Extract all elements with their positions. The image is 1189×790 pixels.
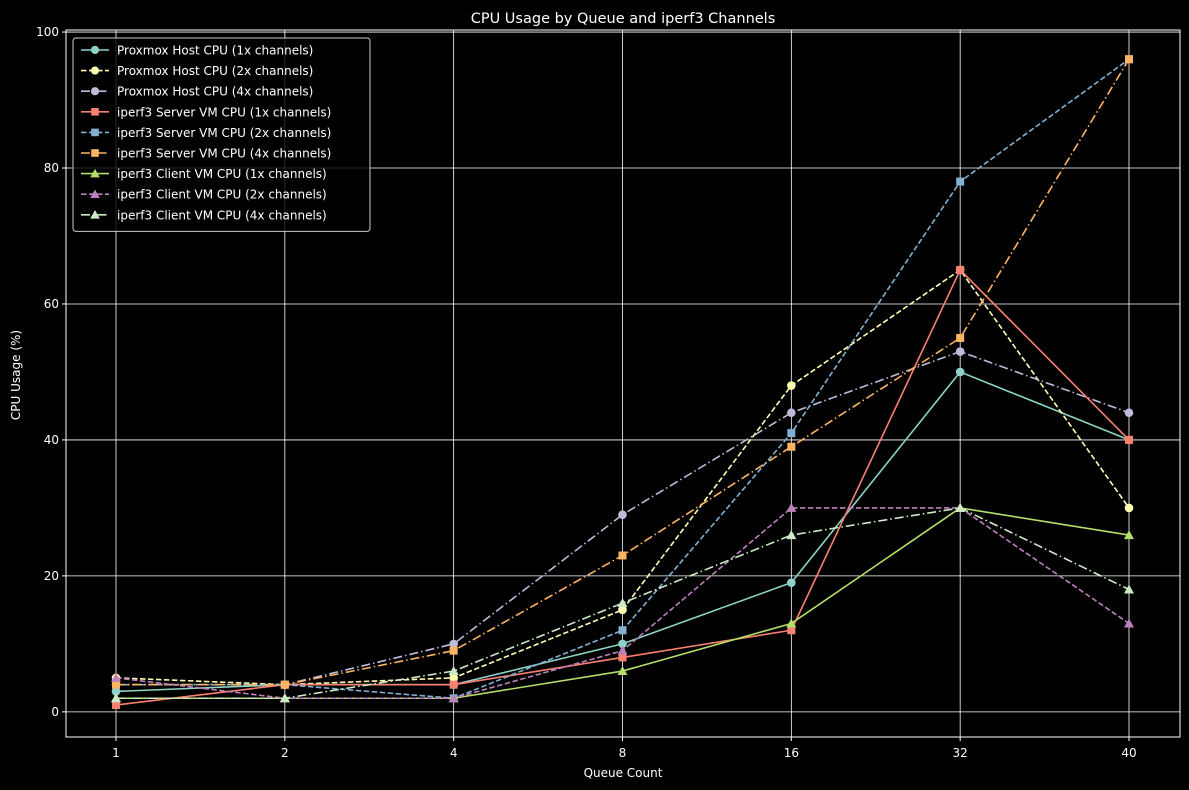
data-point	[1124, 503, 1134, 513]
y-tick-label: 60	[44, 297, 59, 311]
legend-marker	[91, 149, 99, 157]
x-tick-label: 1	[112, 746, 120, 760]
series-6	[112, 55, 1133, 689]
data-point	[1124, 618, 1134, 628]
data-point	[787, 429, 796, 438]
legend-label: iperf3 Server VM CPU (1x channels)	[117, 105, 331, 119]
data-point	[617, 598, 628, 608]
data-point	[786, 530, 797, 540]
legend-marker	[91, 128, 99, 137]
x-tick-label: 32	[953, 746, 968, 760]
legend-label: Proxmox Host CPU (4x channels)	[117, 85, 313, 99]
legend-item: Proxmox Host CPU (1x channels)	[81, 44, 313, 58]
data-point	[449, 646, 458, 655]
data-point	[1124, 530, 1134, 540]
data-point	[956, 333, 965, 342]
x-tick-label: 8	[619, 746, 627, 760]
data-point	[617, 666, 628, 676]
y-axis-label: CPU Usage (%)	[9, 330, 23, 420]
data-point	[280, 680, 289, 689]
data-point	[618, 639, 627, 649]
y-tick-label: 100	[36, 25, 59, 39]
data-point	[449, 639, 458, 649]
legend-marker	[90, 189, 100, 198]
data-point	[618, 626, 627, 635]
data-point	[449, 680, 458, 689]
chart-title: CPU Usage by Queue and iperf3 Channels	[471, 11, 776, 27]
x-tick-label: 16	[784, 746, 799, 760]
data-point	[956, 265, 965, 274]
legend-marker	[90, 168, 100, 178]
data-point	[787, 626, 796, 635]
legend-label: Proxmox Host CPU (2x channels)	[117, 64, 313, 78]
legend-item: iperf3 Client VM CPU (4x channels)	[81, 208, 327, 222]
data-point	[449, 673, 458, 683]
series-9	[111, 502, 1134, 703]
data-point	[787, 578, 796, 587]
x-tick-label: 2	[281, 746, 289, 760]
legend-label: iperf3 Client VM CPU (2x channels)	[117, 188, 327, 202]
legend-item: iperf3 Client VM CPU (2x channels)	[81, 188, 327, 202]
legend-marker	[90, 45, 100, 55]
y-tick-label: 0	[51, 705, 59, 719]
legend: Proxmox Host CPU (1x channels) Proxmox Ho…	[72, 37, 371, 232]
data-point	[111, 672, 121, 682]
legend-label: iperf3 Server VM CPU (4x channels)	[117, 147, 331, 161]
axes: 1 2 4 8 16 32 40 0 20 40 60 80 100	[36, 25, 1181, 760]
data-point	[1125, 55, 1133, 64]
data-point	[111, 693, 121, 703]
legend-label: iperf3 Client VM CPU (1x channels)	[117, 167, 327, 181]
x-tick-label: 4	[450, 746, 458, 760]
data-point	[787, 408, 796, 418]
data-point	[279, 693, 290, 703]
y-tick-label: 20	[44, 569, 59, 583]
series-group	[111, 55, 1134, 710]
legend-marker	[90, 66, 100, 75]
data-point	[618, 510, 627, 520]
data-point	[618, 653, 627, 662]
data-point	[955, 367, 965, 377]
legend-item: iperf3 Server VM CPU (1x channels)	[81, 105, 331, 119]
legend-item: iperf3 Client VM CPU (1x channels)	[81, 167, 327, 181]
legend-marker	[90, 87, 100, 96]
x-axis-label: Queue Count	[584, 766, 663, 780]
legend-item: Proxmox Host CPU (2x channels)	[81, 64, 313, 78]
legend-item: iperf3 Server VM CPU (2x channels)	[81, 126, 331, 140]
legend-label: iperf3 Server VM CPU (2x channels)	[117, 126, 331, 140]
data-point	[448, 693, 459, 703]
data-point	[1124, 408, 1134, 418]
data-point	[112, 701, 120, 710]
data-point	[956, 177, 965, 186]
legend-item: iperf3 Server VM CPU (4x channels)	[81, 147, 331, 161]
legend-item: Proxmox Host CPU (4x channels)	[81, 85, 313, 99]
data-point	[617, 645, 628, 655]
data-point	[955, 502, 966, 512]
y-tick-label: 40	[44, 433, 59, 447]
data-point	[448, 666, 459, 676]
data-point	[955, 347, 965, 356]
x-tick-label: 40	[1121, 746, 1136, 760]
data-point	[1124, 584, 1134, 594]
data-point	[786, 502, 797, 512]
data-point	[787, 381, 796, 390]
data-point	[618, 551, 627, 560]
legend-label: Proxmox Host CPU (1x channels)	[117, 44, 313, 58]
legend-marker	[90, 210, 100, 219]
legend-label: iperf3 Client VM CPU (4x channels)	[117, 208, 327, 222]
data-point	[1125, 435, 1133, 444]
data-point	[787, 442, 796, 451]
data-point	[786, 618, 797, 628]
y-tick-label: 80	[44, 161, 59, 175]
legend-box	[72, 37, 371, 232]
legend-marker	[91, 108, 99, 116]
data-point	[618, 605, 627, 615]
data-point	[112, 680, 120, 689]
data-point	[111, 687, 121, 696]
